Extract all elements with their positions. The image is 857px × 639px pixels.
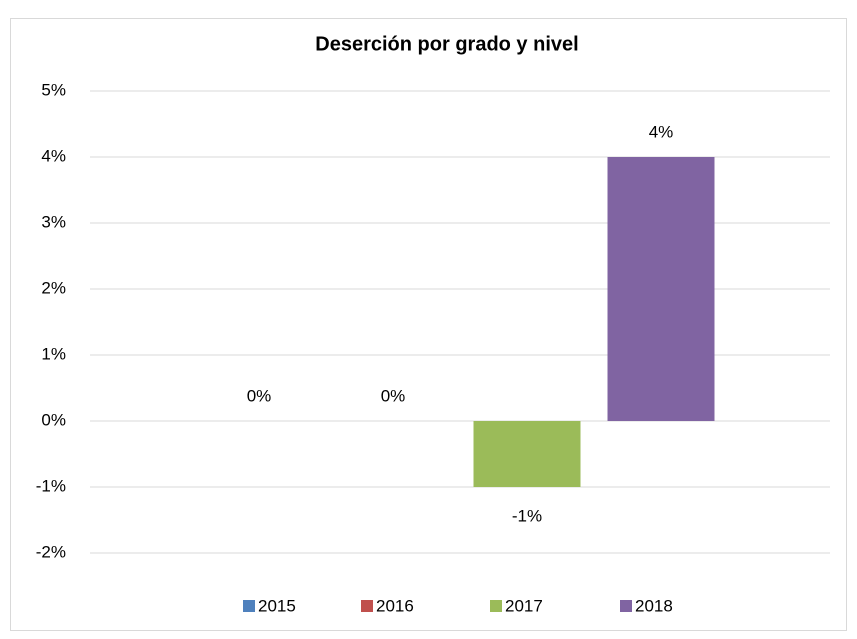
y-tick-label: 0% xyxy=(41,410,66,429)
y-tick-label: 4% xyxy=(41,146,66,165)
bar xyxy=(473,421,581,487)
data-label: 0% xyxy=(247,386,272,405)
legend-swatch xyxy=(490,600,502,612)
y-tick-label: -2% xyxy=(36,542,66,561)
legend-label: 2017 xyxy=(505,596,543,615)
legend-label: 2015 xyxy=(258,596,296,615)
y-tick-label: 1% xyxy=(41,344,66,363)
chart-border xyxy=(10,18,847,631)
y-tick-label: 3% xyxy=(41,212,66,231)
legend-swatch xyxy=(620,600,632,612)
legend-swatch xyxy=(361,600,373,612)
y-tick-label: 5% xyxy=(41,80,66,99)
y-tick-label: 2% xyxy=(41,278,66,297)
data-label: -1% xyxy=(512,506,542,525)
legend-label: 2018 xyxy=(635,596,673,615)
bar xyxy=(607,157,715,421)
legend-swatch xyxy=(243,600,255,612)
data-label: 4% xyxy=(649,122,674,141)
legend-label: 2016 xyxy=(376,596,414,615)
data-label: 0% xyxy=(381,386,406,405)
chart-title: Deserción por grado y nivel xyxy=(315,33,578,55)
y-tick-label: -1% xyxy=(36,476,66,495)
